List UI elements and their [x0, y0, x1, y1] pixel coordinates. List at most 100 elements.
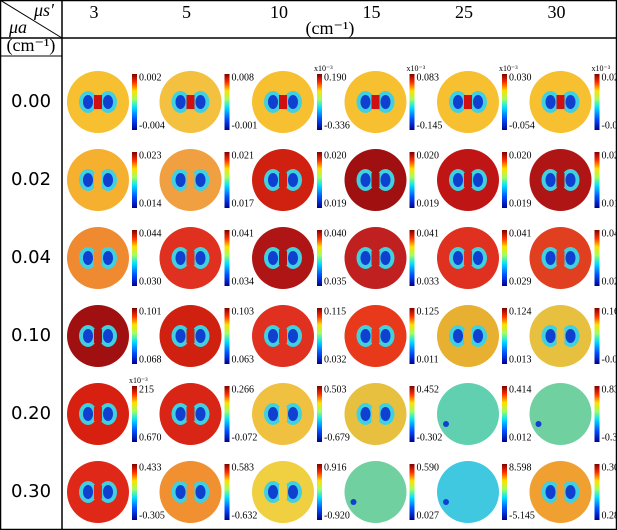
colorbar [595, 464, 600, 520]
map-spot [473, 329, 483, 343]
colorbar-min: -0.339 [602, 432, 617, 443]
map-disc [530, 383, 592, 445]
map-spot [566, 95, 576, 109]
colorbar-max: 8.598 [509, 462, 532, 473]
map-spot [196, 407, 206, 421]
colorbar-max: 0.030 [509, 72, 532, 83]
colorbar-min: 0.670 [139, 432, 162, 443]
map-spot [103, 407, 113, 421]
colorbar-min: -0.001 [232, 120, 258, 131]
colorbar [502, 152, 507, 208]
map-spot [361, 251, 371, 265]
colorbar-max: 0.839 [602, 384, 617, 395]
map-spot [196, 95, 206, 109]
colorbar-max: 0.125 [417, 306, 440, 317]
colorbar-max: 0.002 [139, 72, 162, 83]
map-spot [361, 95, 371, 109]
colorbar-min: 0.029 [509, 276, 532, 287]
map-center [279, 95, 287, 109]
colorbar-min: -0.305 [139, 510, 165, 521]
colorbar-min: -0.145 [417, 120, 443, 131]
colorbar-max: 0.124 [509, 306, 532, 317]
colorbar [502, 230, 507, 286]
colorbar-max: 0.020 [509, 150, 532, 161]
colorbar [132, 152, 137, 208]
map-disc [437, 461, 499, 523]
colorbar-min: 0.017 [232, 198, 255, 209]
map-spot [196, 485, 206, 499]
colorbar-max: 0.583 [232, 462, 255, 473]
map-spot [546, 173, 556, 187]
colorbar-max: 0.308 [602, 462, 617, 473]
map-center [557, 251, 565, 265]
map-spot [361, 329, 371, 343]
map-spot [196, 173, 206, 187]
colorbar-max: 0.041 [417, 228, 440, 239]
colorbar [225, 152, 230, 208]
map-cell: x10⁻³2150.670 [67, 376, 162, 445]
colorbar-min: -0.302 [417, 432, 443, 443]
colorbar-min: 0.027 [417, 510, 440, 521]
map-center [557, 485, 565, 499]
map-spot [546, 95, 556, 109]
colorbar-max: 0.115 [324, 306, 346, 317]
map-spot [176, 251, 186, 265]
map-spot [103, 173, 113, 187]
map-center [279, 407, 287, 421]
map-spot [288, 251, 298, 265]
map-spot [103, 485, 113, 499]
map-spot [473, 95, 483, 109]
colorbar-max: 0.103 [232, 306, 255, 317]
row-axis-label: μa [8, 17, 27, 37]
colorbar [132, 74, 137, 130]
row-header: 0.20 [11, 403, 51, 424]
map-spot [268, 407, 278, 421]
row-header: 0.00 [11, 91, 51, 112]
map-center [372, 407, 380, 421]
map-center [187, 251, 195, 265]
map-speckle [443, 421, 449, 427]
map-cell: 0.115 0.032 [252, 305, 347, 367]
colorbar-min: 0.033 [417, 276, 440, 287]
map-center [464, 173, 472, 187]
colorbar-max: 0.020 [324, 150, 347, 161]
colorbar [317, 152, 322, 208]
map-center [187, 173, 195, 187]
colorbar-max: 0.433 [139, 462, 162, 473]
colorbar-min: -0.336 [324, 120, 350, 131]
column-header: 3 [90, 2, 99, 22]
colorbar [410, 230, 415, 286]
colorbar-min: 0.032 [324, 354, 347, 365]
colorbar-min: -0.072 [232, 432, 258, 443]
map-cell: 8.598-5.145 [437, 461, 535, 523]
colorbar-min: 0.068 [139, 354, 162, 365]
colorbar [502, 308, 507, 364]
map-center [187, 329, 195, 343]
map-spot [176, 95, 186, 109]
map-spot [288, 407, 298, 421]
colorbar-min: 0.019 [324, 198, 347, 209]
map-cell: x10⁻³0.030-0.054 [437, 64, 535, 133]
map-spot [268, 173, 278, 187]
map-cell: 0.583-0.632 [160, 461, 258, 523]
map-center [557, 329, 565, 343]
map-cell: 0.3080.280 [530, 461, 617, 523]
colorbar-min: -0.004 [139, 120, 165, 131]
colorbar-min: -0.037 [602, 120, 617, 131]
map-cell: 0.433 -0.305 [67, 461, 165, 523]
column-header: 10 [270, 2, 288, 22]
colorbar [317, 464, 322, 520]
row-header: 0.02 [11, 169, 51, 190]
colorbar-min: -0.054 [509, 120, 535, 131]
row-header: 0.10 [11, 325, 51, 346]
map-center [94, 251, 102, 265]
colorbar [502, 74, 507, 130]
map-spot [103, 329, 113, 343]
colorbar [410, 464, 415, 520]
map-spot [103, 95, 113, 109]
colorbar [595, 152, 600, 208]
map-center [187, 407, 195, 421]
